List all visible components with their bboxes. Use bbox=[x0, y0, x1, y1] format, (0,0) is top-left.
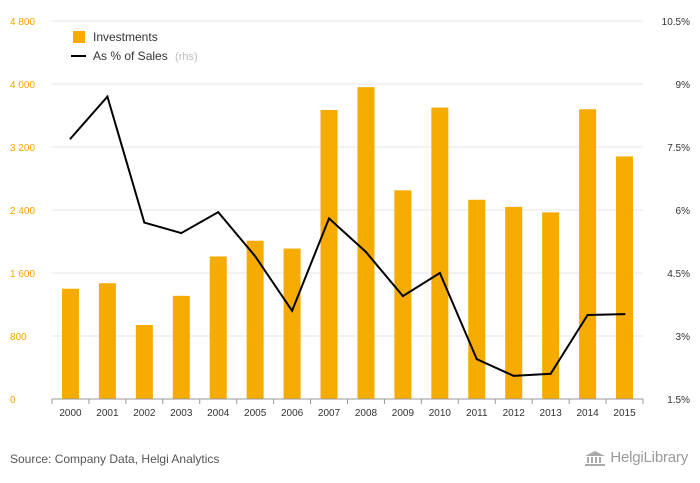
y-right-tick-label: 10.5% bbox=[662, 17, 690, 28]
x-tick-label: 2011 bbox=[466, 408, 488, 419]
bar-investments bbox=[98, 283, 116, 399]
x-tick-label: 2015 bbox=[613, 408, 636, 419]
y-right-tick-label: 3% bbox=[676, 332, 691, 343]
left-axis: 0 800 1 600 2 400 3 200 4 000 4 800 bbox=[10, 17, 35, 406]
y-right-tick-label: 4.5% bbox=[667, 269, 690, 280]
line-point bbox=[69, 137, 72, 140]
y-right-tick-label: 7.5% bbox=[667, 143, 690, 154]
y-left-tick-label: 800 bbox=[10, 332, 27, 343]
x-tick-label: 2008 bbox=[355, 408, 378, 419]
legend-swatch-investments bbox=[73, 31, 85, 43]
helgi-library-logo: HelgiLibrary bbox=[584, 449, 688, 466]
line-point bbox=[438, 272, 441, 274]
y-right-tick-label: 6% bbox=[676, 206, 691, 217]
svg-text:As % of Sales (rhs): As % of Sales (rhs) bbox=[93, 49, 198, 63]
bar-investments bbox=[542, 212, 560, 399]
x-tick-label: 2001 bbox=[96, 408, 119, 419]
bar-investments bbox=[172, 295, 190, 399]
line-point bbox=[254, 255, 257, 258]
bar-investments bbox=[616, 156, 634, 399]
x-tick-label: 2003 bbox=[170, 408, 193, 419]
x-tick-label: 2013 bbox=[540, 408, 563, 419]
bar-investments bbox=[320, 109, 338, 400]
bar-investments bbox=[468, 199, 486, 399]
line-point bbox=[586, 314, 589, 316]
line-point bbox=[475, 358, 478, 361]
y-left-tick-label: 2 400 bbox=[10, 206, 35, 217]
y-left-tick-label: 0 bbox=[10, 395, 16, 406]
y-left-tick-label: 4 000 bbox=[10, 80, 35, 91]
x-tick-label: 2006 bbox=[281, 408, 304, 419]
legend-label-investments: Investments bbox=[93, 30, 158, 44]
percent-of-sales-line bbox=[69, 94, 626, 377]
x-tick-label: 2004 bbox=[207, 408, 230, 419]
bar-investments bbox=[357, 87, 375, 400]
bar-investments bbox=[579, 109, 597, 399]
combo-chart: 0 800 1 600 2 400 3 200 4 000 4 800 1.5% 3% 4.5%… bbox=[10, 17, 690, 419]
legend-note-rhs: (rhs) bbox=[175, 51, 198, 63]
x-axis: 2000 2001 2002 2003 2004 2005 2006 2007 2008 2009… bbox=[51, 398, 644, 419]
line-point bbox=[217, 211, 220, 214]
legend-label-percent: As % of Sales bbox=[93, 49, 168, 63]
line-percent-of-sales bbox=[69, 94, 625, 377]
x-tick-label: 2014 bbox=[576, 408, 599, 419]
x-tick-label: 2002 bbox=[133, 408, 156, 419]
bar-investments bbox=[505, 206, 523, 399]
source-note: Source: Company Data, Helgi Analytics bbox=[10, 452, 220, 466]
bar-investments bbox=[431, 107, 449, 399]
y-right-tick-label: 1.5% bbox=[667, 395, 690, 406]
line-point bbox=[106, 95, 109, 98]
bar-investments bbox=[135, 324, 153, 399]
x-tick-label: 2010 bbox=[429, 408, 452, 419]
line-point bbox=[180, 232, 183, 235]
y-right-tick-label: 9% bbox=[676, 80, 691, 91]
right-axis: 1.5% 3% 4.5% 6% 7.5% 9% 10.5% bbox=[662, 17, 690, 406]
line-point bbox=[364, 251, 367, 253]
y-left-tick-label: 1 600 bbox=[10, 269, 35, 280]
line-point bbox=[143, 221, 146, 224]
logo-text: HelgiLibrary bbox=[610, 449, 688, 466]
bar-investments bbox=[209, 256, 227, 399]
line-point bbox=[623, 313, 626, 316]
y-left-tick-label: 4 800 bbox=[10, 17, 35, 28]
x-tick-label: 2005 bbox=[244, 408, 267, 419]
x-tick-label: 2009 bbox=[392, 408, 415, 419]
line-point bbox=[291, 309, 294, 312]
bar-investments bbox=[61, 288, 79, 399]
bar-investments bbox=[246, 240, 264, 399]
x-tick-label: 2012 bbox=[503, 408, 526, 419]
line-point bbox=[328, 217, 331, 220]
library-building-icon bbox=[585, 450, 606, 466]
investment-bars bbox=[61, 87, 634, 400]
y-left-tick-label: 3 200 bbox=[10, 143, 35, 154]
line-point bbox=[549, 372, 552, 375]
x-tick-label: 2007 bbox=[318, 408, 341, 419]
line-point bbox=[512, 374, 515, 377]
line-point bbox=[401, 295, 404, 298]
legend: Investments As % of Sales (rhs) bbox=[71, 30, 198, 63]
x-tick-label: 2000 bbox=[59, 408, 82, 419]
bar-investments bbox=[283, 248, 301, 399]
